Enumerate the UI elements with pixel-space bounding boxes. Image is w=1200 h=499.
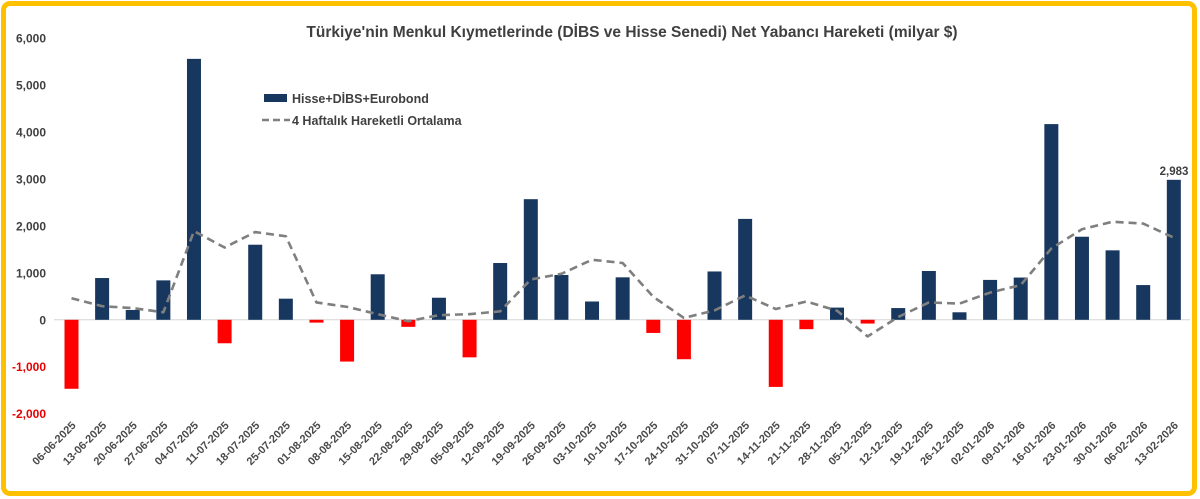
y-axis: 6,000 5,000 4,000 3,000 2,000 1,000 0 -1,000 -2,…: [12, 32, 46, 421]
bar-positive: [278, 298, 293, 320]
bar-positive: [1105, 250, 1120, 320]
bar-negative: [676, 319, 691, 360]
legend-bars-label: Hisse+DİBS+Eurobond: [292, 91, 429, 106]
bar-positive: [186, 58, 201, 320]
y-axis-tick-label: 6,000: [16, 32, 46, 46]
y-axis-tick-label: -2,000: [12, 407, 46, 421]
bar-positive: [707, 271, 722, 320]
bar-positive: [493, 263, 508, 320]
bar-positive: [554, 274, 569, 320]
bar-positive: [983, 279, 998, 320]
bar-negative: [340, 319, 355, 362]
bar-positive: [830, 307, 844, 320]
bar-series: [64, 58, 1181, 389]
y-axis-tick-label: 4,000: [16, 126, 46, 140]
bar-negative: [646, 319, 661, 333]
y-axis-tick-label: 1,000: [16, 266, 46, 280]
y-axis-tick-label: 3,000: [16, 173, 46, 187]
bar-positive: [156, 280, 171, 320]
last-bar-value-label: 2,983: [1160, 166, 1189, 178]
legend: Hisse+DİBS+Eurobond 4 Haftalık Hareketli…: [262, 91, 463, 128]
y-axis-tick-label: 5,000: [16, 79, 46, 93]
bar-positive: [95, 278, 110, 320]
legend-bar-swatch-icon: [264, 94, 287, 102]
bar-positive: [1013, 277, 1028, 320]
moving-average-line: [71, 220, 1175, 338]
bar-negative: [64, 319, 79, 389]
bar-negative: [799, 319, 814, 330]
bar-positive: [370, 274, 385, 320]
bar-positive: [1074, 236, 1089, 320]
bar-negative: [860, 319, 875, 324]
bar-negative: [401, 319, 416, 327]
bar-positive: [738, 218, 753, 320]
bar-negative: [768, 319, 783, 387]
bar-positive: [523, 199, 538, 320]
bar-negative: [309, 319, 324, 323]
y-axis-tick-label: 2,000: [16, 219, 46, 233]
bar-negative: [462, 319, 477, 358]
bar-positive: [1166, 179, 1181, 320]
bar-negative: [217, 319, 232, 344]
bar-positive: [1044, 124, 1059, 320]
chart-title: Türkiye'nin Menkul Kıymetlerinde (DİBS v…: [306, 24, 957, 41]
bar-positive: [615, 277, 630, 320]
y-axis-tick-label: -1,000: [12, 360, 46, 374]
bar-positive: [921, 270, 936, 320]
moving-average-path: [71, 220, 1175, 338]
y-axis-tick-label: 0: [39, 313, 46, 327]
bar-positive: [125, 309, 140, 320]
bar-positive: [952, 312, 967, 320]
bar-positive: [248, 244, 263, 320]
bar-positive: [585, 301, 600, 320]
legend-ma-label: 4 Haftalık Hareketli Ortalama: [292, 114, 463, 128]
x-axis: 06-06-202513-06-202520-06-202527-06-2025…: [30, 420, 1181, 468]
bar-positive: [1136, 285, 1151, 320]
bar-positive: [891, 308, 906, 320]
